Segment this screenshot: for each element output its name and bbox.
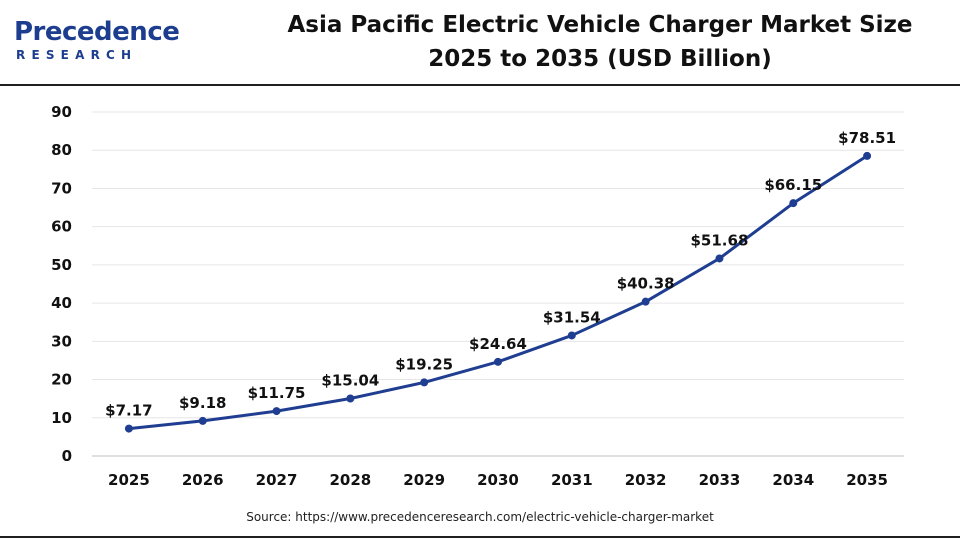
x-tick-label: 2030 xyxy=(477,471,519,489)
brand-logo: Precedence RESEARCH xyxy=(14,14,180,66)
data-label: $24.64 xyxy=(469,335,527,353)
data-label: $11.75 xyxy=(248,384,306,402)
chart-title-line-1: Asia Pacific Electric Vehicle Charger Ma… xyxy=(287,12,913,38)
y-tick-label: 30 xyxy=(51,332,72,350)
data-label: $66.15 xyxy=(764,176,822,194)
x-tick-label: 2025 xyxy=(108,471,150,489)
footer-divider xyxy=(0,536,960,538)
data-point xyxy=(346,394,355,403)
y-tick-label: 60 xyxy=(51,218,72,236)
x-tick-label: 2026 xyxy=(182,471,224,489)
x-tick-label: 2028 xyxy=(329,471,371,489)
logo-main-text: Precedence xyxy=(14,17,180,47)
data-point xyxy=(863,151,872,160)
y-tick-label: 70 xyxy=(51,179,72,197)
data-point xyxy=(715,254,724,263)
chart-title: Asia Pacific Electric Vehicle Charger Ma… xyxy=(250,8,950,76)
chart-title-line-2: 2025 to 2035 (USD Billion) xyxy=(428,46,772,72)
series-line xyxy=(128,154,868,431)
x-tick-label: 2035 xyxy=(846,471,888,489)
data-label: $40.38 xyxy=(617,275,675,293)
data-label: $9.18 xyxy=(179,394,226,412)
x-tick-label: 2034 xyxy=(772,471,814,489)
x-tick-label: 2032 xyxy=(625,471,667,489)
logo-sub-text: RESEARCH xyxy=(16,48,138,62)
data-point xyxy=(494,357,502,366)
x-tick-label: 2033 xyxy=(699,471,741,489)
data-point xyxy=(641,297,650,306)
data-label: $19.25 xyxy=(395,355,453,373)
x-tick-label: 2027 xyxy=(256,471,298,489)
header-divider xyxy=(0,84,960,86)
data-label: $31.54 xyxy=(543,308,601,326)
data-label: $78.51 xyxy=(838,129,896,147)
data-point xyxy=(124,424,133,433)
y-tick-label: 80 xyxy=(51,141,72,159)
data-label: $15.04 xyxy=(321,372,379,390)
data-point xyxy=(789,199,798,208)
x-tick-label: 2029 xyxy=(403,471,445,489)
data-point xyxy=(567,331,576,340)
x-tick-label: 2031 xyxy=(551,471,593,489)
y-tick-label: 50 xyxy=(51,256,72,274)
y-tick-label: 40 xyxy=(51,294,72,312)
data-point xyxy=(272,407,281,416)
header: Precedence RESEARCH Asia Pacific Electri… xyxy=(0,0,960,84)
data-label: $51.68 xyxy=(691,231,749,249)
data-point xyxy=(198,416,207,425)
y-tick-label: 10 xyxy=(51,409,72,427)
y-tick-label: 0 xyxy=(62,447,72,465)
y-tick-label: 20 xyxy=(51,371,72,389)
y-tick-label: 90 xyxy=(51,103,72,121)
source-note: Source: https://www.precedenceresearch.c… xyxy=(246,510,714,524)
data-label: $7.17 xyxy=(105,402,152,420)
data-point xyxy=(420,378,429,387)
